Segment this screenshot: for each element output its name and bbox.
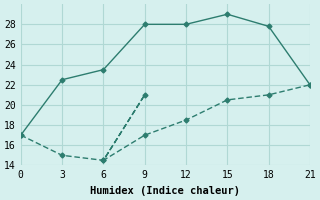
X-axis label: Humidex (Indice chaleur): Humidex (Indice chaleur) bbox=[90, 186, 240, 196]
